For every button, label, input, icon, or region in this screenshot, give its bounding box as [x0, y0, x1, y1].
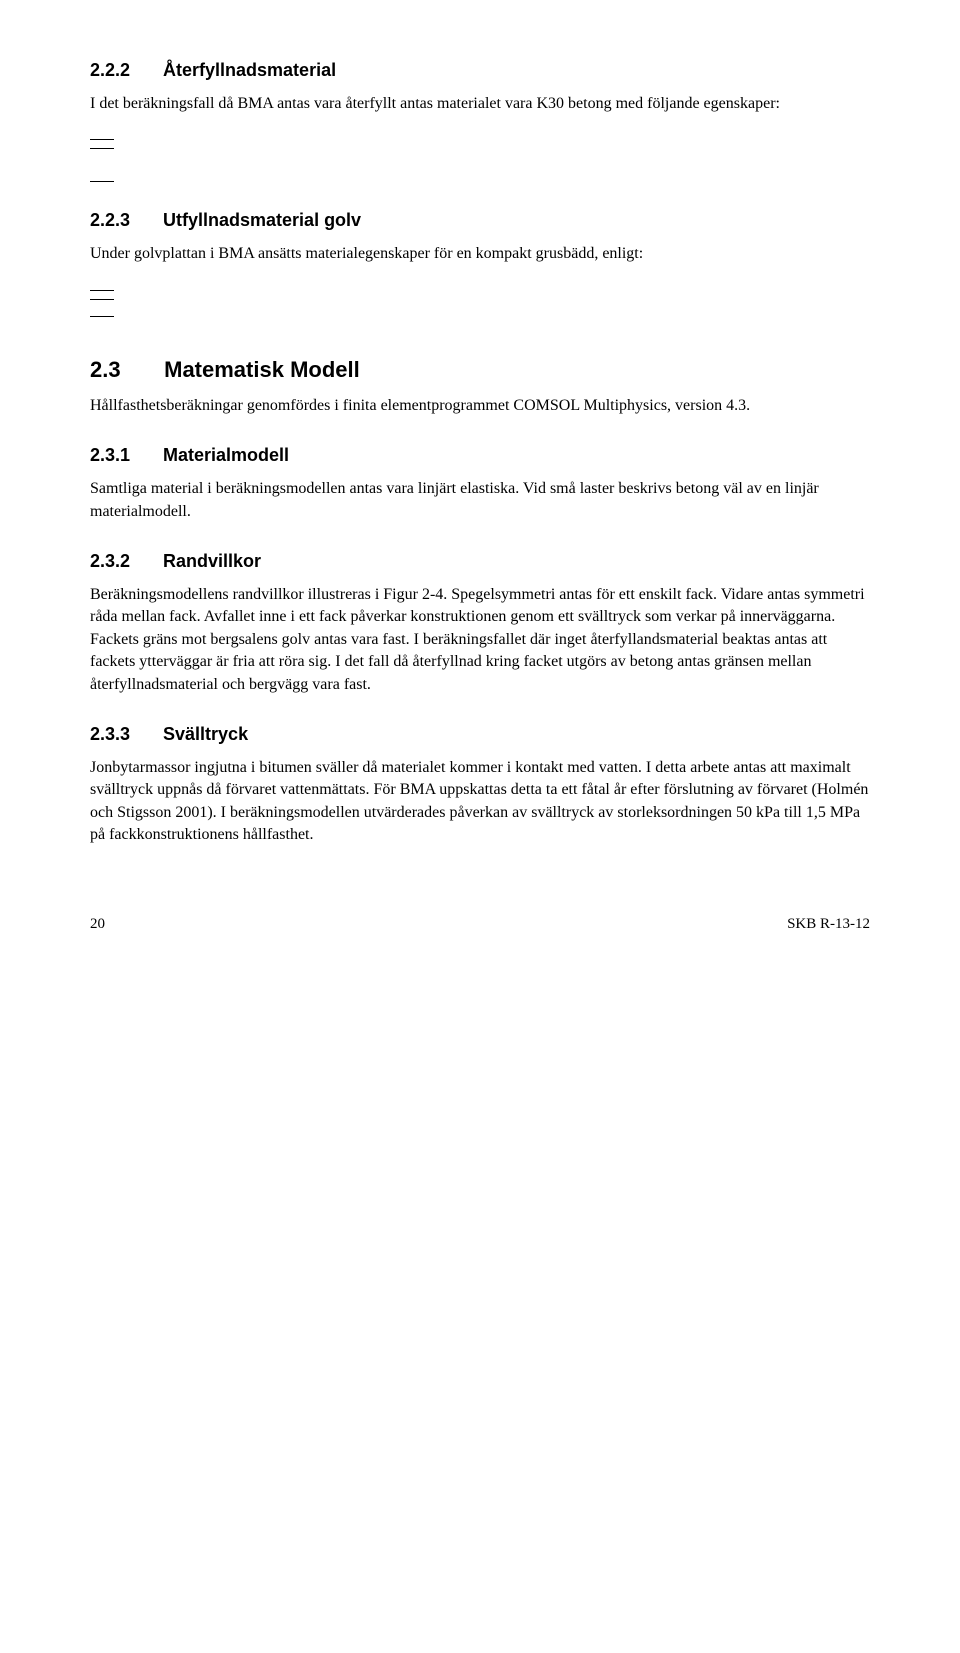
table-2-5: [90, 290, 114, 317]
heading-title: Materialmodell: [163, 445, 289, 465]
body-2-3-2: Beräkningsmodellens randvillkor illustre…: [90, 584, 870, 696]
table-cell: [90, 308, 114, 317]
heading-title: Utfyllnadsmaterial golv: [163, 210, 361, 230]
heading-2-3-2: 2.3.2 Randvillkor: [90, 551, 870, 572]
heading-number: 2.3: [90, 357, 158, 383]
doc-id: SKB R-13-12: [787, 916, 870, 933]
body-2-3-1: Samtliga material i beräkningsmodellen a…: [90, 478, 870, 523]
page-footer: 20 SKB R-13-12: [90, 916, 870, 933]
intro-2-3: Hållfasthetsberäkningar genomfördes i fi…: [90, 395, 870, 417]
heading-number: 2.3.1: [90, 445, 158, 466]
heading-2-2-2: 2.2.2 Återfyllnadsmaterial: [90, 60, 870, 81]
heading-number: 2.2.3: [90, 210, 158, 231]
table-cell: [90, 140, 114, 149]
heading-2-3-1: 2.3.1 Materialmodell: [90, 445, 870, 466]
table-cell: [90, 165, 114, 173]
heading-2-3: 2.3 Matematisk Modell: [90, 357, 870, 383]
table-cell: [90, 290, 114, 299]
table-cell: [90, 157, 114, 165]
page-number: 20: [90, 916, 105, 933]
heading-title: Svälltryck: [163, 724, 248, 744]
heading-number: 2.3.3: [90, 724, 158, 745]
intro-2-2-2: I det beräkningsfall då BMA antas vara å…: [90, 93, 870, 115]
table-cell: [90, 173, 114, 182]
intro-2-2-3: Under golvplattan i BMA ansätts material…: [90, 243, 870, 265]
table-cell: [90, 299, 114, 308]
heading-title: Matematisk Modell: [164, 357, 360, 382]
heading-number: 2.2.2: [90, 60, 158, 81]
heading-title: Randvillkor: [163, 551, 261, 571]
heading-number: 2.3.2: [90, 551, 158, 572]
heading-title: Återfyllnadsmaterial: [163, 60, 336, 80]
table-2-4: [90, 139, 114, 182]
heading-2-2-3: 2.2.3 Utfyllnadsmaterial golv: [90, 210, 870, 231]
heading-2-3-3: 2.3.3 Svälltryck: [90, 724, 870, 745]
body-2-3-3: Jonbytarmassor ingjutna i bitumen svälle…: [90, 757, 870, 847]
table-cell: [90, 149, 114, 158]
